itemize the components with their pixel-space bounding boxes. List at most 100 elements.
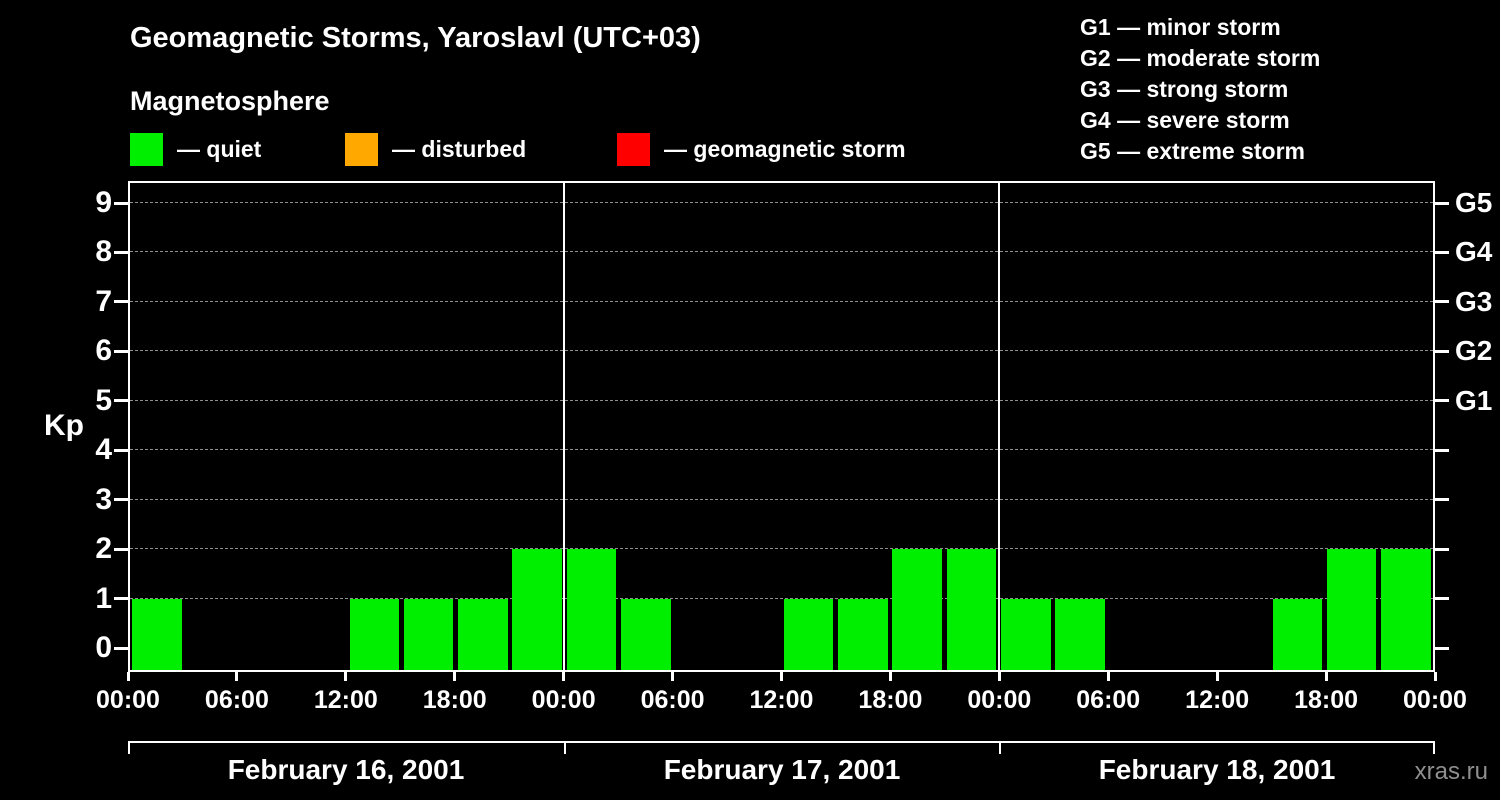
gridline-kp-5 xyxy=(130,399,1433,401)
y-axis-label-6: 6 xyxy=(95,334,112,368)
y-axis-tick-right xyxy=(1435,448,1449,452)
x-axis-time-label: 00:00 xyxy=(1403,686,1467,714)
kp-bar xyxy=(892,549,942,670)
legend-label-quiet: — quiet xyxy=(177,136,262,162)
y-axis-label-3: 3 xyxy=(95,482,112,516)
x-axis-time-label: 00:00 xyxy=(96,686,160,714)
x-axis-time-label: 12:00 xyxy=(1185,686,1250,714)
storm-scale-g5: G5 — extreme storm xyxy=(1080,138,1305,164)
y-axis-tick-left xyxy=(114,547,128,551)
date-axis-line xyxy=(128,741,1435,743)
x-axis-time-label: 12:00 xyxy=(313,686,378,714)
storm-scale-g3: G3 — strong storm xyxy=(1080,76,1289,102)
y-axis-tick-left xyxy=(114,646,128,650)
y-axis-tick-right xyxy=(1435,250,1449,254)
date-label-day2: February 17, 2001 xyxy=(663,754,901,785)
storm-color-swatch xyxy=(617,133,650,166)
y-axis-label-0: 0 xyxy=(95,631,112,664)
kp-bar xyxy=(1326,549,1377,670)
g-scale-label-g1: G1 xyxy=(1455,384,1493,416)
kp-bar xyxy=(1272,598,1322,670)
x-axis-tick xyxy=(1215,672,1219,681)
x-axis-time-label: 00:00 xyxy=(531,686,596,714)
legend-label-storm: — geomagnetic storm xyxy=(664,136,906,162)
y-axis-label-1: 1 xyxy=(95,581,112,615)
gridline-kp-3 xyxy=(130,498,1433,500)
y-axis-label-9: 9 xyxy=(95,186,112,219)
x-axis-tick xyxy=(344,672,348,681)
x-axis-tick xyxy=(1324,672,1328,681)
y-axis-tick-left xyxy=(114,300,128,304)
legend-label-disturbed: — disturbed xyxy=(392,136,527,162)
kp-bar xyxy=(1001,598,1051,670)
y-axis-title: Kp xyxy=(44,409,84,442)
x-axis-tick xyxy=(1433,672,1437,681)
legend-item-disturbed: — disturbed xyxy=(345,133,526,166)
storm-scale-legend: G1 — minor storm G2 — moderate storm G3 … xyxy=(1080,12,1320,167)
date-label-day1: February 16, 2001 xyxy=(227,754,465,785)
x-axis-tick xyxy=(562,672,566,681)
x-axis-tick xyxy=(126,672,130,681)
x-axis-tick xyxy=(997,672,1001,681)
x-axis-time-label: 18:00 xyxy=(1294,686,1359,714)
y-axis-tick-right xyxy=(1435,646,1449,650)
y-axis-tick-left xyxy=(114,448,128,452)
page-title: Geomagnetic Storms, Yaroslavl (UTC+03) xyxy=(130,22,701,54)
gridline-kp-6 xyxy=(130,350,1433,352)
watermark: xras.ru xyxy=(1414,758,1488,785)
g-scale-label-g2: G2 xyxy=(1455,335,1493,367)
kp-bar xyxy=(621,598,671,670)
y-axis-tick-left xyxy=(114,498,128,502)
kp-bar xyxy=(403,598,454,670)
legend-item-storm: — geomagnetic storm xyxy=(617,133,906,166)
y-axis-tick-left xyxy=(114,250,128,254)
kp-bar xyxy=(1381,549,1431,670)
x-axis-time-label: 00:00 xyxy=(967,686,1032,714)
gridline-kp-9 xyxy=(130,202,1433,203)
y-axis-tick-right xyxy=(1435,201,1449,205)
y-axis-tick-right xyxy=(1435,300,1449,304)
day-panel-1 xyxy=(130,183,564,670)
storm-scale-g1: G1 — minor storm xyxy=(1080,14,1281,40)
kp-bar xyxy=(512,549,562,670)
y-axis-tick-right xyxy=(1435,399,1449,403)
y-axis-tick-left xyxy=(114,399,128,403)
kp-bar xyxy=(946,549,997,670)
x-axis-time-label: 06:00 xyxy=(640,686,705,714)
y-axis-label-8: 8 xyxy=(95,235,112,269)
day-panel-3 xyxy=(999,183,1433,670)
x-axis-time-label: 12:00 xyxy=(749,686,814,714)
legend-item-quiet: — quiet xyxy=(130,133,261,166)
kp-bar xyxy=(132,598,182,670)
x-axis-time-label: 18:00 xyxy=(858,686,923,714)
day-panel-2 xyxy=(564,183,998,670)
kp-bar xyxy=(458,598,508,670)
kp-bar xyxy=(349,598,400,670)
y-axis-tick-right xyxy=(1435,349,1449,353)
plot-area xyxy=(128,181,1435,672)
x-axis-tick xyxy=(235,672,239,681)
x-axis-tick xyxy=(1106,672,1110,681)
gridline-kp-2 xyxy=(130,548,1433,550)
y-axis-tick-right xyxy=(1435,597,1449,601)
x-axis-tick xyxy=(780,672,783,681)
storm-scale-g2: G2 — moderate storm xyxy=(1080,45,1321,71)
y-axis-label-7: 7 xyxy=(95,284,112,318)
y-axis-tick-right xyxy=(1435,498,1449,502)
gridline-kp-7 xyxy=(130,300,1433,302)
y-axis-tick-left xyxy=(114,201,128,205)
y-axis-tick-right xyxy=(1435,547,1449,551)
g-scale-label-g5: G5 xyxy=(1455,187,1493,218)
y-axis-tick-left xyxy=(114,597,128,601)
x-axis-tick xyxy=(453,672,457,681)
x-axis-time-label: 06:00 xyxy=(204,686,269,714)
kp-bar xyxy=(838,598,888,670)
x-axis-time-label: 06:00 xyxy=(1076,686,1141,714)
g-scale-label-g3: G3 xyxy=(1455,285,1493,317)
gridline-kp-1 xyxy=(130,597,1433,599)
x-axis-tick xyxy=(671,672,675,681)
day-separator xyxy=(997,183,1000,670)
kp-bar xyxy=(566,549,617,670)
kp-bar xyxy=(1055,598,1105,670)
